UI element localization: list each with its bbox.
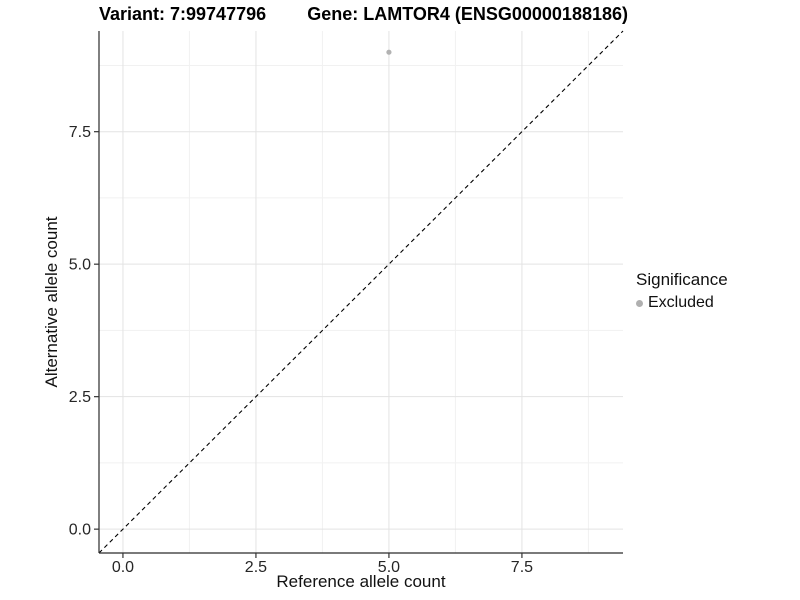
y-tick-label: 0.0 bbox=[69, 522, 91, 539]
x-axis-title: Reference allele count bbox=[276, 572, 446, 591]
x-tick-label: 0.0 bbox=[112, 559, 134, 576]
legend-entry-label: Excluded bbox=[648, 294, 714, 311]
legend: Significance Excluded bbox=[636, 270, 728, 312]
y-tick-label: 5.0 bbox=[69, 257, 91, 274]
x-tick-label: 7.5 bbox=[511, 559, 533, 576]
legend-title: Significance bbox=[636, 270, 728, 289]
excluded-point-icon bbox=[636, 299, 643, 307]
identity-line bbox=[98, 30, 624, 554]
data-point bbox=[386, 49, 392, 55]
x-tick-label: 2.5 bbox=[245, 559, 267, 576]
y-tick-label: 7.5 bbox=[69, 124, 91, 141]
x-tick-label: 5.0 bbox=[378, 559, 400, 576]
legend-entry-excluded: Excluded bbox=[636, 294, 728, 312]
plot-title-gene: Gene: LAMTOR4 (ENSG00000188186) bbox=[307, 4, 628, 24]
y-axis-title: Alternative allele count bbox=[42, 216, 61, 388]
plot-title-variant: Variant: 7:99747796 bbox=[99, 4, 267, 24]
y-tick-label: 2.5 bbox=[69, 389, 91, 406]
